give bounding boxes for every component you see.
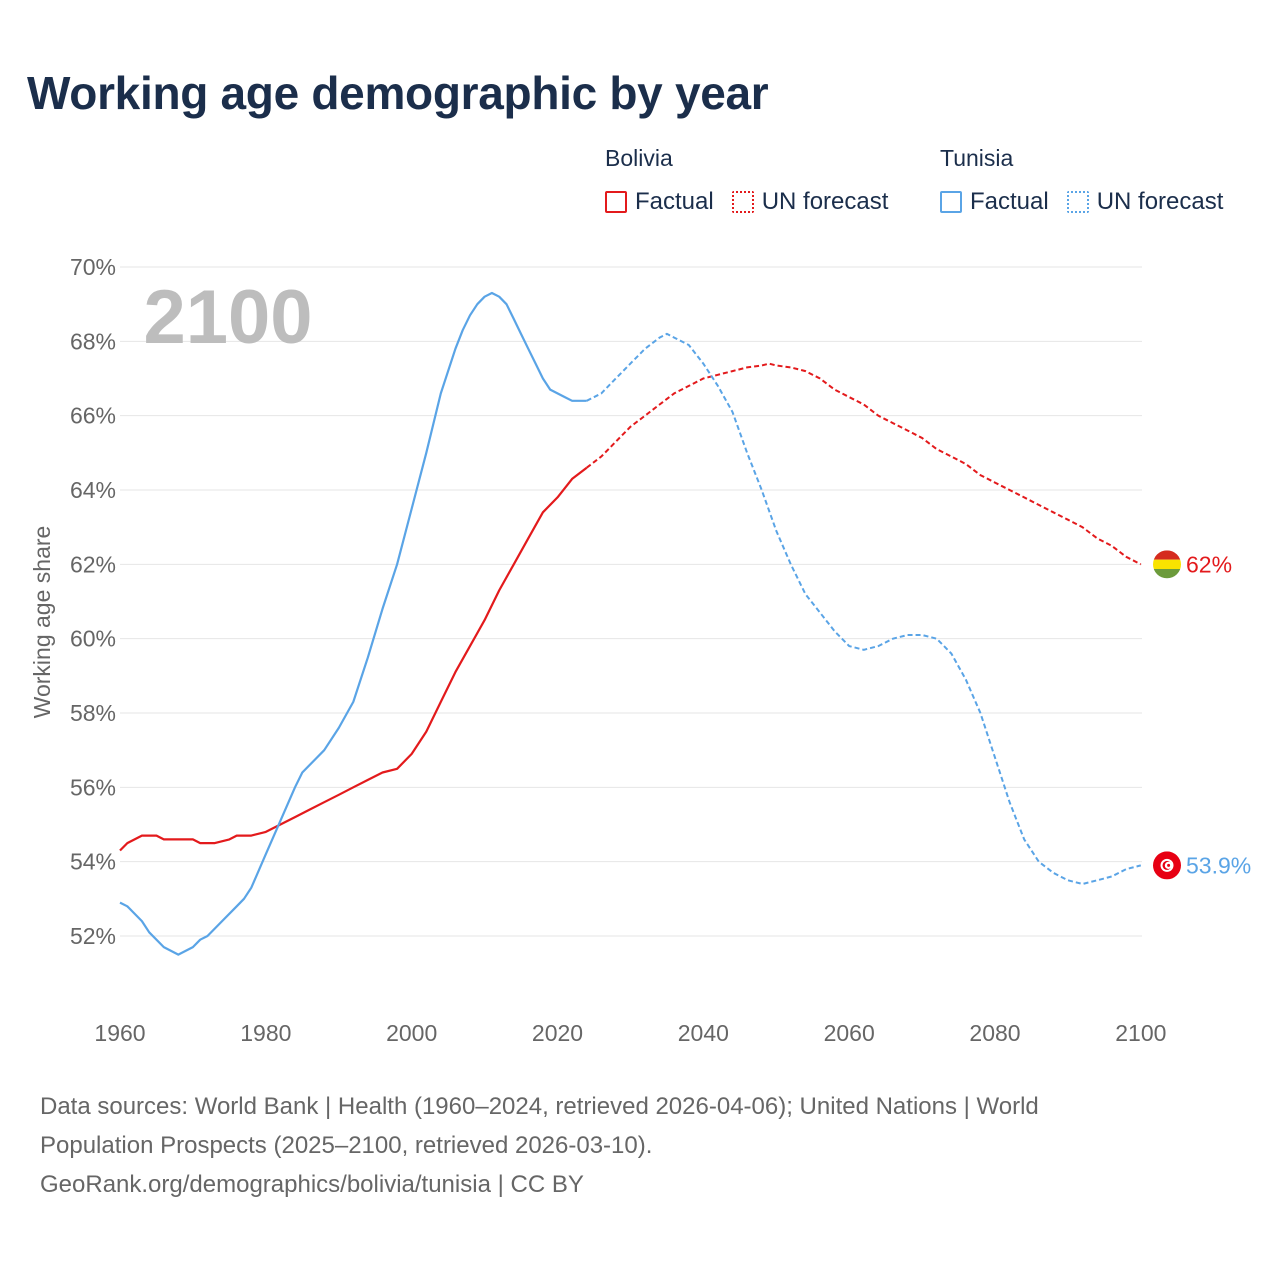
grid — [120, 266, 1142, 937]
year-watermark-label: 2100 — [143, 275, 312, 360]
y-tick-label: 64% — [70, 477, 116, 503]
legend-item-bolivia-factual[interactable]: Factual — [605, 188, 714, 216]
solid-line-swatch-icon — [605, 191, 627, 213]
x-tick-label: 2100 — [1115, 1020, 1166, 1046]
axes: 52% 54% 56% 58% 60% 62% 64% 66% 68% 70% 1960 1980 20… — [70, 254, 1166, 1046]
tunisia-factual-line — [119, 291, 587, 956]
y-tick-label: 58% — [70, 700, 116, 726]
legend-heading-bolivia: Bolivia — [605, 145, 673, 171]
tunisia-end-value-label: 53.9% — [1186, 852, 1251, 878]
tunisia-forecast-line — [586, 332, 1142, 886]
legend-item-bolivia-forecast[interactable]: UN forecast — [731, 188, 889, 216]
x-tick-label: 2020 — [532, 1020, 583, 1046]
y-tick-label: 68% — [70, 328, 116, 354]
legend-item-tunisia-factual[interactable]: Factual — [940, 188, 1049, 216]
y-axis-title: Working age share — [29, 526, 55, 719]
x-tick-label: 1960 — [94, 1020, 145, 1046]
y-tick-label: 56% — [70, 774, 116, 800]
x-tick-label: 2080 — [969, 1020, 1020, 1046]
dotted-line-swatch-icon — [731, 191, 754, 213]
solid-line-swatch-icon — [940, 191, 962, 213]
legend-heading-tunisia: Tunisia — [940, 145, 1014, 171]
dotted-line-swatch-icon — [1066, 191, 1089, 213]
bolivia-flag-icon — [1153, 550, 1181, 579]
bolivia-end-value-label: 62% — [1186, 551, 1232, 577]
legend-group-tunisia: Tunisia Factual UN forecast — [940, 145, 1241, 216]
bolivia-forecast-line — [586, 362, 1142, 566]
bolivia-factual-line — [119, 466, 588, 852]
y-tick-label: 52% — [70, 923, 116, 949]
series — [119, 291, 1142, 956]
y-tick-label: 66% — [70, 403, 116, 429]
x-tick-label: 1980 — [240, 1020, 291, 1046]
legend-label-tunisia-forecast: UN forecast — [1096, 188, 1224, 215]
end-markers: 62% 53.9% — [1153, 550, 1251, 880]
legend-label-bolivia-factual: Factual — [635, 188, 714, 215]
footer: Data sources: World Bank | Health (1960–… — [40, 1087, 1220, 1204]
x-tick-label: 2060 — [824, 1020, 875, 1046]
y-tick-label: 60% — [70, 626, 116, 652]
footer-sources-line-1: Data sources: World Bank | Health (1960–… — [40, 1093, 1039, 1120]
footer-attribution: GeoRank.org/demographics/bolivia/tunisia… — [40, 1171, 584, 1198]
chart-title: Working age demographic by year — [27, 67, 769, 119]
y-tick-label: 54% — [70, 849, 116, 875]
y-tick-label: 70% — [70, 254, 116, 280]
tunisia-flag-icon — [1153, 851, 1181, 880]
x-tick-label: 2040 — [678, 1020, 729, 1046]
footer-sources-line-2: Population Prospects (2025–2100, retriev… — [40, 1132, 653, 1159]
legend-group-bolivia: Bolivia Factual UN forecast — [605, 145, 906, 216]
legend-label-bolivia-forecast: UN forecast — [761, 188, 889, 215]
x-tick-label: 2000 — [386, 1020, 437, 1046]
legend-label-tunisia-factual: Factual — [970, 188, 1049, 215]
y-tick-label: 62% — [70, 551, 116, 577]
legend-item-tunisia-forecast[interactable]: UN forecast — [1066, 188, 1224, 216]
